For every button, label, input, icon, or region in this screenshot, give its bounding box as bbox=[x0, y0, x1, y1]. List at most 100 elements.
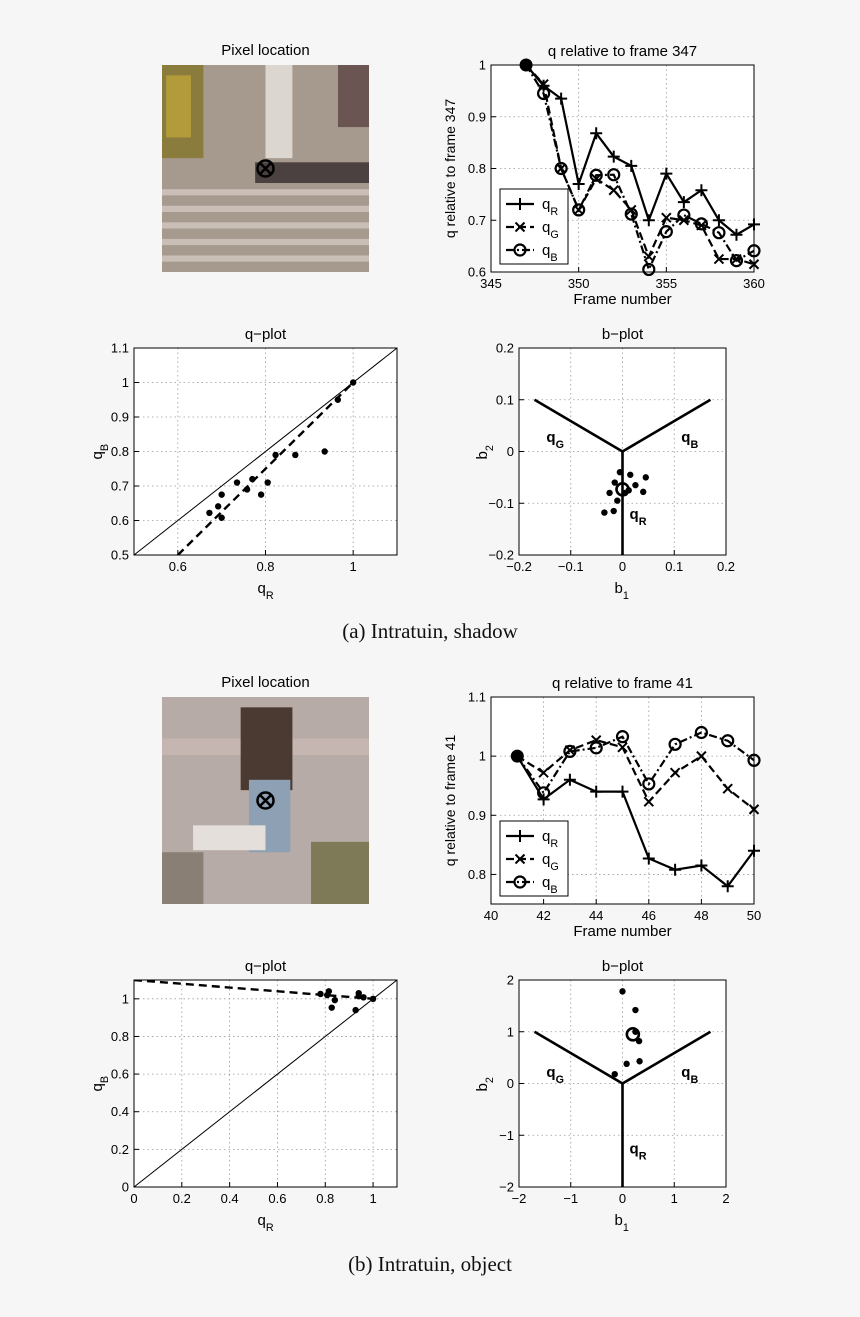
chart-b-q-plot-xtick-label: 0.2 bbox=[173, 1191, 191, 1206]
chart-b-b-plot-mean-marker bbox=[625, 1027, 641, 1042]
chart-a-q-relative-series-qB-point bbox=[642, 262, 656, 277]
chart-a-q-plot-ytick-label: 1.1 bbox=[111, 341, 129, 356]
chart-b-b-plot-point bbox=[611, 1070, 618, 1078]
chart-b-q-relative-reference-point bbox=[510, 749, 524, 763]
chart-b-q-relative-legend-marker bbox=[513, 875, 527, 889]
chart-b-q-plot-xlabel: qR bbox=[258, 1212, 274, 1234]
chart-b-q-plot-ytick-label: 0.6 bbox=[111, 1067, 129, 1082]
chart-a-b-plot-title: b−plot bbox=[602, 326, 644, 343]
chart-a-b-plot-xtick-label: −0.2 bbox=[506, 559, 532, 574]
chart-b-q-relative-frame bbox=[490, 696, 755, 905]
chart-a-q-plot-point bbox=[321, 448, 328, 455]
chart-a-b-plot-xtick-label: 0.2 bbox=[717, 559, 735, 574]
chart-a-b-plot-region-label: qB bbox=[681, 429, 698, 451]
chart-b-q-relative-ytick-label: 0.9 bbox=[468, 808, 486, 823]
chart-a-q-relative-series-qR-point bbox=[590, 127, 603, 140]
chart-b-q-plot-point bbox=[352, 1006, 359, 1014]
chart-b-q-relative-title: q relative to frame 41 bbox=[552, 675, 693, 692]
chart-b-b-plot-xlabel: b1 bbox=[615, 1212, 629, 1234]
chart-a-q-relative-series-qG-line bbox=[525, 64, 755, 266]
chart-b-b-plot-xtick-label: 1 bbox=[671, 1191, 678, 1206]
chart-b-q-relative-series-qR-point bbox=[563, 773, 576, 786]
photo-b-title: Pixel location bbox=[221, 674, 309, 691]
chart-a-q-plot-ytick-label: 0.6 bbox=[111, 513, 129, 528]
chart-a-q-relative-series-qR-point bbox=[607, 150, 620, 163]
chart-a-b-plot-point bbox=[610, 507, 617, 515]
chart-a-b-plot-mean-marker bbox=[615, 481, 630, 497]
chart-a-q-plot-point bbox=[272, 451, 279, 459]
photo-a-pixel-marker-cross bbox=[259, 162, 272, 175]
chart-b-b-plot-point bbox=[619, 988, 626, 995]
chart-a-b-plot-xlabel: b1 bbox=[615, 580, 629, 602]
chart-b-q-relative-legend-label: qR bbox=[542, 828, 558, 850]
chart-b-q-plot-xtick-label: 0 bbox=[130, 1191, 137, 1206]
chart-a-q-relative-series-qR-point bbox=[730, 228, 743, 241]
chart-b-q-plot-ytick-label: 1 bbox=[122, 991, 129, 1006]
chart-b-q-plot-point bbox=[355, 992, 362, 1000]
chart-b-q-plot-point bbox=[328, 1004, 335, 1011]
chart-b-q-relative-series-qR-line bbox=[516, 755, 755, 888]
chart-a-q-relative-legend-marker bbox=[514, 198, 526, 210]
chart-a-q-relative-series-qB-point bbox=[677, 208, 691, 222]
chart-a-q-relative-series-qR-point bbox=[660, 167, 673, 180]
chart-a-q-relative-series-qG-point bbox=[661, 212, 672, 223]
chart-a-q-relative-legend-label: qB bbox=[542, 242, 558, 264]
chart-b-q-relative-series-qR-point bbox=[669, 863, 682, 876]
chart-a-b-plot-ytick-label: −0.2 bbox=[488, 548, 514, 563]
chart-a-q-plot-point bbox=[218, 514, 225, 521]
chart-b-b-plot-point bbox=[623, 1060, 630, 1068]
chart-a-q-relative-series-qR-point bbox=[555, 92, 568, 105]
chart-a-q-relative-series-qR-point bbox=[625, 159, 638, 172]
chart-b-q-plot-xtick-label: 0.6 bbox=[268, 1191, 286, 1206]
chart-b-q-relative-legend-label: qG bbox=[542, 851, 559, 873]
chart-a-b-plot-region-label: qG bbox=[546, 429, 564, 451]
chart-a-q-relative-series-qR-point bbox=[642, 214, 655, 227]
chart-a-q-plot-point bbox=[218, 491, 225, 498]
chart-a-q-relative-series-qR-line bbox=[525, 64, 755, 237]
chart-b-b-plot-region-label: qR bbox=[630, 1140, 647, 1162]
chart-a-q-plot-point bbox=[233, 479, 241, 486]
chart-b-q-relative-series-qR-point bbox=[721, 880, 734, 893]
chart-a-q-plot-xlabel: qR bbox=[258, 580, 274, 602]
chart-a-q-plot-point bbox=[264, 479, 271, 486]
chart-a-q-relative-xtick-label: 350 bbox=[568, 276, 590, 291]
chart-b-b-plot-point bbox=[632, 1006, 639, 1014]
chart-a-q-plot-frame bbox=[133, 347, 398, 556]
chart-b-q-relative-series-qG-point bbox=[696, 750, 707, 762]
chart-a-q-plot-xtick-label: 0.8 bbox=[256, 559, 274, 574]
chart-b-q-relative-xtick-label: 40 bbox=[484, 908, 498, 923]
chart-b-q-relative-series-qG-point bbox=[722, 783, 733, 794]
chart-a-q-plot-point bbox=[292, 451, 299, 459]
chart-b-q-plot-ytick-label: 0.8 bbox=[111, 1029, 129, 1044]
chart-b-q-plot-point bbox=[369, 995, 377, 1003]
chart-a-q-plot-fit-line bbox=[176, 381, 355, 555]
chart-a-q-relative-ytick-label: 1 bbox=[479, 58, 486, 73]
chart-b-q-relative-xtick-label: 48 bbox=[694, 908, 708, 923]
chart-a-q-relative-ytick-label: 0.8 bbox=[468, 161, 486, 176]
chart-a-q-relative-ytick-label: 0.6 bbox=[468, 265, 486, 280]
chart-a-b-plot-point bbox=[611, 479, 618, 486]
chart-b-b-plot-ytick-label: 1 bbox=[507, 1024, 514, 1039]
chart-b-q-relative-series-qB-point bbox=[721, 734, 735, 748]
chart-a-q-plot-xtick-label: 1 bbox=[350, 559, 357, 574]
chart-b-q-plot-xtick-label: 0.4 bbox=[221, 1191, 239, 1206]
chart-b-b-plot-ytick-label: −2 bbox=[499, 1180, 514, 1195]
chart-b-q-plot-frame bbox=[133, 979, 398, 1188]
chart-a-q-relative-xtick-label: 345 bbox=[480, 276, 502, 291]
chart-b-q-relative: 40 42 44 46 48 50 0.8 0.9 1 1.1 q relative to fram… bbox=[442, 675, 761, 940]
chart-a-b-plot-ytick-label: −0.1 bbox=[488, 496, 514, 511]
chart-b-q-relative-series-qG-line bbox=[516, 739, 755, 811]
chart-a-q-relative-legend-label: qG bbox=[542, 219, 559, 241]
chart-a-b-plot-xtick-label: 0 bbox=[619, 559, 626, 574]
chart-a-q-relative-reference-point bbox=[519, 58, 533, 72]
chart-b-q-relative-series-qB-point bbox=[615, 730, 630, 744]
chart-b-q-relative-xlabel: Frame number bbox=[573, 923, 671, 940]
chart-b-q-relative-series-qB-point bbox=[536, 786, 551, 800]
chart-b-q-relative-xtick-label: 42 bbox=[536, 908, 550, 923]
chart-a-q-relative-series-qR-point bbox=[695, 184, 708, 197]
chart-a-q-relative-ytick-label: 0.9 bbox=[468, 109, 486, 124]
chart-a-q-plot-ytick-label: 0.9 bbox=[111, 410, 129, 425]
chart-b-b-plot-xtick-label: −2 bbox=[512, 1191, 527, 1206]
